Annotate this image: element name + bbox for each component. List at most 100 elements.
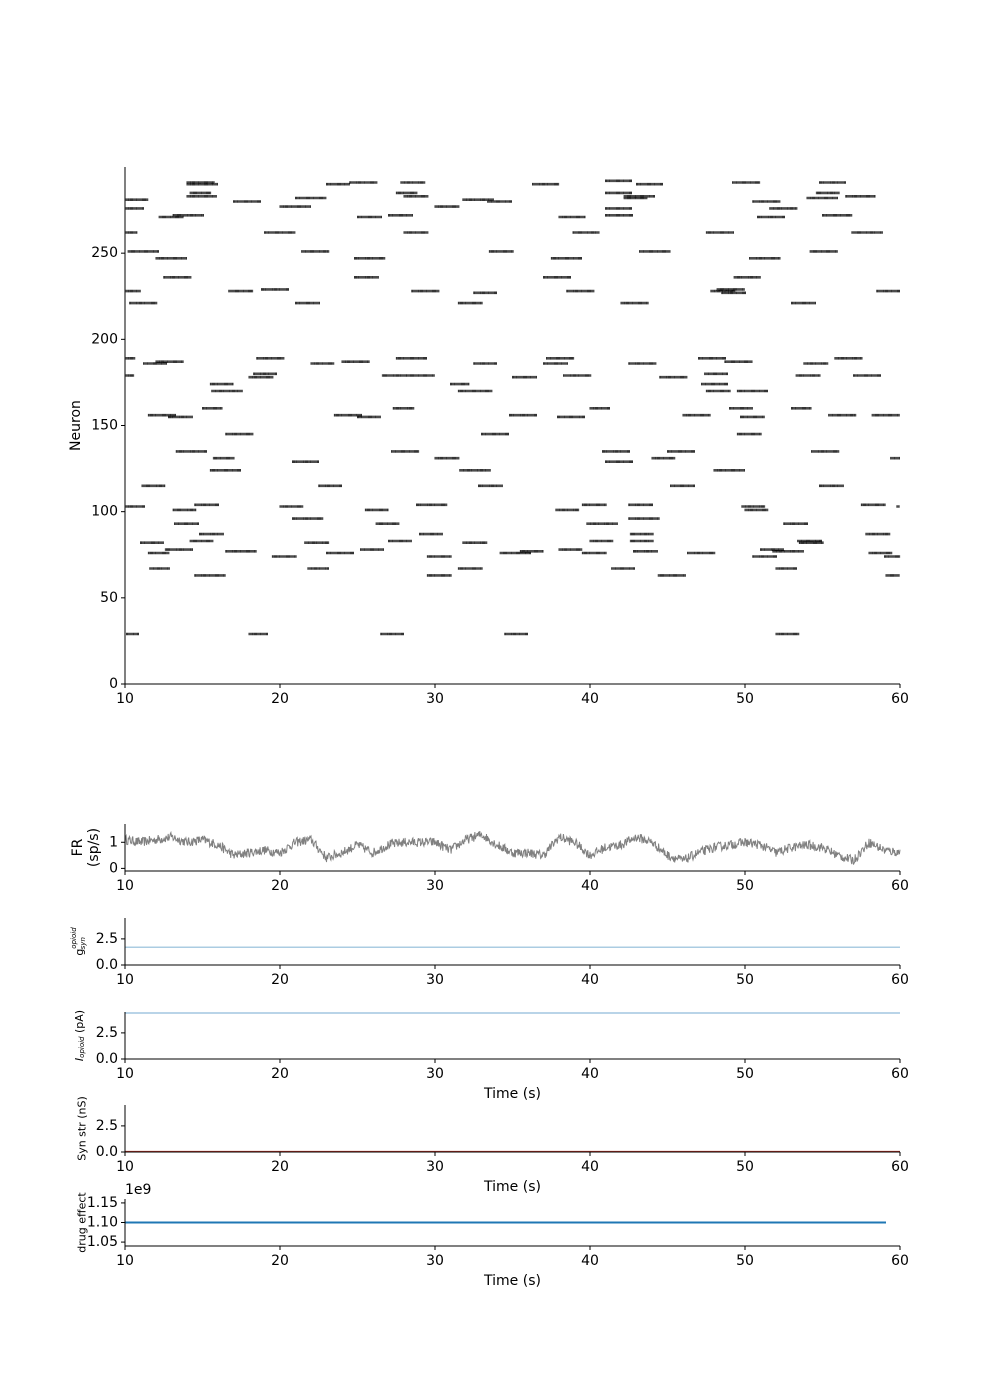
spike-burst [473, 362, 497, 365]
x-tick-label: 20 [271, 1253, 289, 1269]
spike-burst [791, 407, 812, 410]
panel-raster: 10 20 30 40 50 60 0 50 100 150 200 250 Neuron [68, 167, 909, 707]
y-tick-label: 100 [91, 504, 118, 520]
spike-burst [307, 567, 329, 570]
spike-burst [143, 362, 167, 365]
spike-burst [704, 372, 728, 376]
spike-burst [589, 539, 614, 543]
spike-burst [732, 181, 761, 184]
x-tick-label: 30 [426, 1159, 444, 1175]
spike-burst [256, 357, 285, 360]
spike-burst [752, 200, 781, 203]
spike-burst [499, 551, 531, 555]
spike-burst [388, 539, 412, 543]
spike-burst [124, 505, 145, 508]
spike-burst [705, 389, 731, 393]
y-axis-label: Syn str (nS) [76, 1096, 89, 1161]
spike-burst [791, 301, 816, 305]
spike-burst [698, 357, 726, 360]
x-tick-label: 30 [426, 691, 444, 707]
spike-burst [546, 357, 575, 360]
spike-burst [876, 289, 900, 293]
spike-burst [326, 182, 350, 186]
y-tick-label: 2.5 [96, 1025, 118, 1041]
x-tick-label: 20 [271, 691, 289, 707]
y-tick-label: 0.0 [96, 1051, 118, 1067]
spike-burst [733, 276, 761, 279]
y-tick-label: 2.5 [96, 1118, 118, 1134]
spike-burst [375, 522, 400, 525]
spike-burst [403, 195, 429, 198]
spike-burst [740, 415, 765, 419]
spike-burst [292, 460, 319, 463]
spike-burst [721, 291, 746, 295]
spike-burst [623, 195, 655, 198]
spike-burst [543, 276, 571, 279]
spike-burst [209, 469, 241, 472]
spike-burst [834, 357, 863, 360]
spike-burst [403, 231, 429, 234]
spike-burst [757, 215, 785, 219]
x-tick-label: 40 [581, 1253, 599, 1269]
spike-burst [189, 191, 212, 195]
spike-burst [225, 432, 254, 436]
x-tick-label: 60 [891, 878, 909, 894]
spike-burst [798, 541, 824, 544]
spike-burst [295, 196, 327, 200]
spike-burst [775, 567, 797, 570]
spike-burst [149, 567, 170, 570]
spike-burst [713, 469, 745, 472]
spike-burst [581, 551, 607, 555]
spike-burst [682, 413, 711, 417]
spike-burst [248, 375, 274, 379]
panel-fr: 10 20 30 40 50 60 0 1 FR (sp/s) [70, 824, 909, 894]
spike-burst [629, 532, 654, 536]
spike-burst [736, 432, 762, 436]
spike-burst [264, 231, 296, 234]
spike-burst [478, 484, 503, 488]
spike-burst [519, 550, 544, 553]
y-tick-label: 1 [109, 834, 118, 850]
spike-burst [341, 360, 370, 363]
spike-burst [391, 450, 420, 453]
x-tick-label: 50 [736, 1253, 754, 1269]
spike-burst [811, 450, 840, 453]
y-tick-label: 1.05 [87, 1234, 118, 1250]
spike-burst [853, 374, 881, 377]
x-tick-label: 10 [116, 878, 134, 894]
spike-burst [457, 301, 483, 305]
spike-burst [388, 214, 413, 217]
spike-burst [473, 291, 497, 295]
spike-burst [769, 207, 798, 210]
spike-burst [462, 541, 488, 544]
spike-burst [434, 205, 460, 208]
spike-burst [667, 450, 695, 453]
spike-burst [860, 503, 886, 507]
spike-burst [124, 289, 141, 293]
spike-burst [705, 231, 734, 234]
spike-burst [815, 191, 840, 195]
y-tick-label: 50 [100, 590, 118, 606]
spike-burst [806, 196, 838, 200]
spike-burst [532, 182, 560, 186]
y-offset-text: 1e9 [125, 1182, 151, 1198]
spike-burst [164, 548, 193, 551]
spike-burst [775, 632, 800, 636]
spike-burst [172, 508, 197, 512]
spike-burst [457, 389, 493, 393]
spike-burst [155, 360, 184, 363]
panel-synstr: 10 20 30 40 50 60 0.0 2.5 Syn str (nS) Time (s) [76, 1096, 909, 1195]
spike-burst [687, 551, 716, 555]
x-tick-label: 30 [426, 972, 444, 988]
y-tick-label: 150 [91, 418, 118, 434]
spike-burst [819, 484, 844, 488]
spike-burst [589, 407, 610, 410]
x-tick-label: 60 [891, 1159, 909, 1175]
x-tick-label: 30 [426, 878, 444, 894]
spike-burst [783, 522, 808, 525]
spike-burst [557, 415, 585, 419]
panel-iopioid: 10 20 30 40 50 60 0.0 2.5 Iopioid (pA) Time (s) [73, 1010, 909, 1102]
spike-burst [884, 555, 901, 558]
spike-burst [395, 357, 427, 360]
